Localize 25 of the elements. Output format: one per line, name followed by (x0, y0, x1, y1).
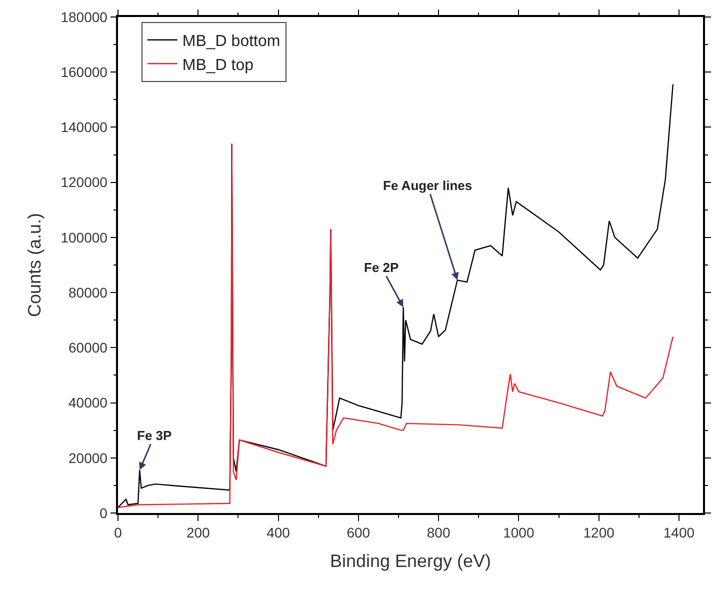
x-tick-label: 1000 (503, 524, 534, 541)
y-tick-label: 160000 (60, 64, 108, 80)
y-tick-label: 0 (100, 504, 108, 521)
y-tick-label: 60000 (68, 340, 108, 356)
x-tick-label: 1400 (663, 524, 695, 541)
annotation: Fe 3P (137, 428, 172, 443)
x-tick-label: 0 (114, 524, 122, 541)
y-tick-label: 80000 (68, 284, 108, 300)
legend-label: MB_D bottom (182, 33, 280, 50)
y-tick-label: 20000 (68, 450, 108, 466)
y-tick-label: 180000 (60, 8, 108, 25)
legend-label: MB_D top (182, 56, 254, 74)
y-tick-label: 100000 (60, 229, 108, 246)
annotation: Fe 2P (364, 260, 400, 275)
x-tick-label: 200 (186, 524, 210, 541)
y-tick-label: 140000 (60, 119, 108, 136)
x-tick-label: 800 (426, 524, 450, 541)
x-tick-label: 400 (266, 524, 290, 541)
y-axis-title: Counts (a.u.) (24, 212, 44, 318)
annotation: Fe Auger lines (383, 178, 472, 193)
x-tick-label: 1200 (583, 524, 615, 541)
x-axis-title: Binding Energy (eV) (330, 551, 492, 572)
y-tick-label: 120000 (60, 174, 108, 190)
y-tick-label: 40000 (68, 394, 108, 411)
x-tick-label: 600 (346, 524, 370, 541)
